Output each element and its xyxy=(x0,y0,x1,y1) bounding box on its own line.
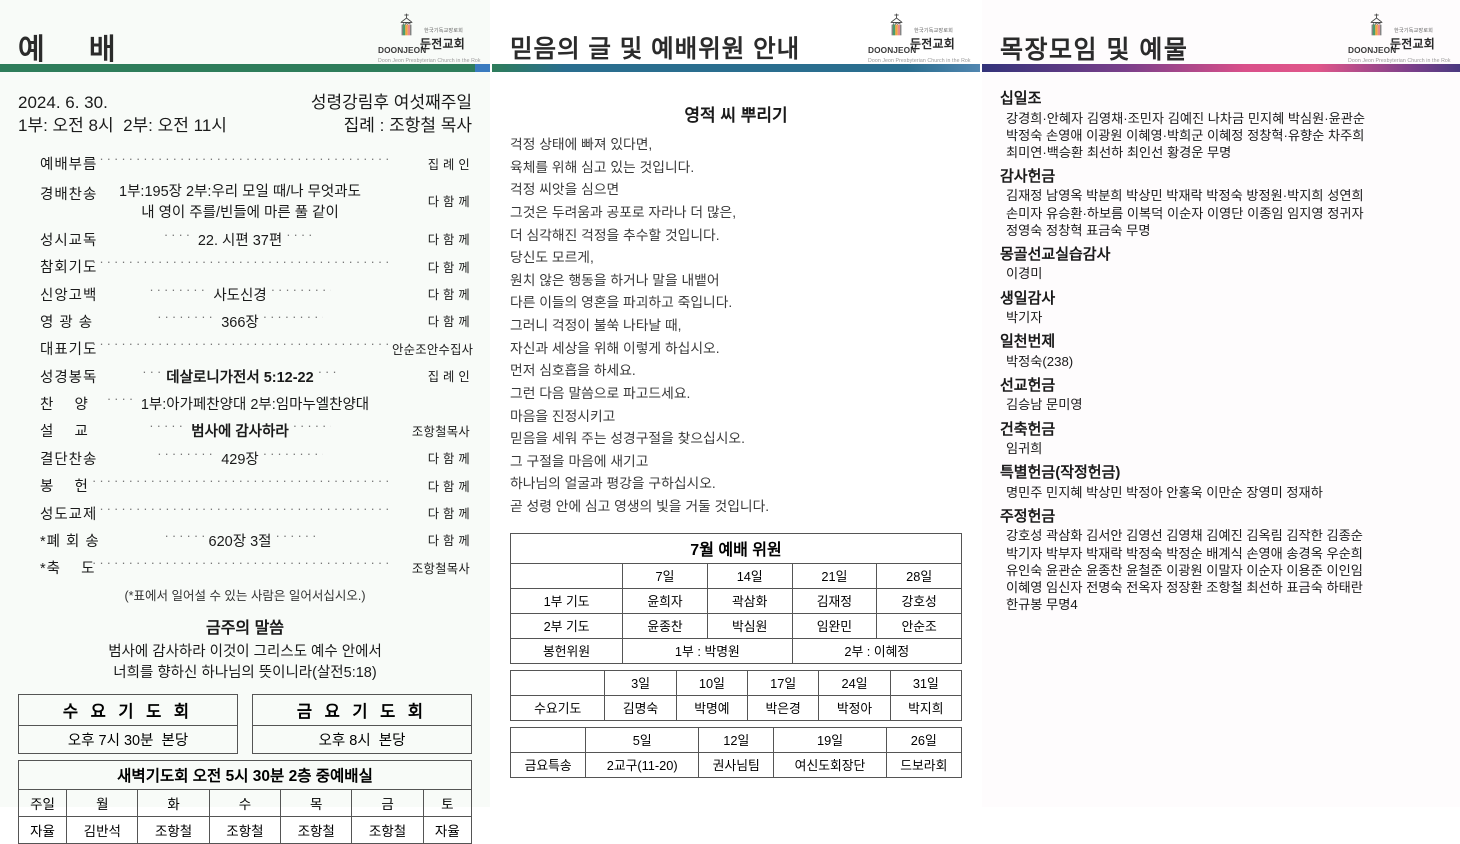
svg-text:1904: 1904 xyxy=(1372,21,1381,25)
svg-text:1904: 1904 xyxy=(402,21,411,25)
svg-text:1904: 1904 xyxy=(892,21,901,25)
